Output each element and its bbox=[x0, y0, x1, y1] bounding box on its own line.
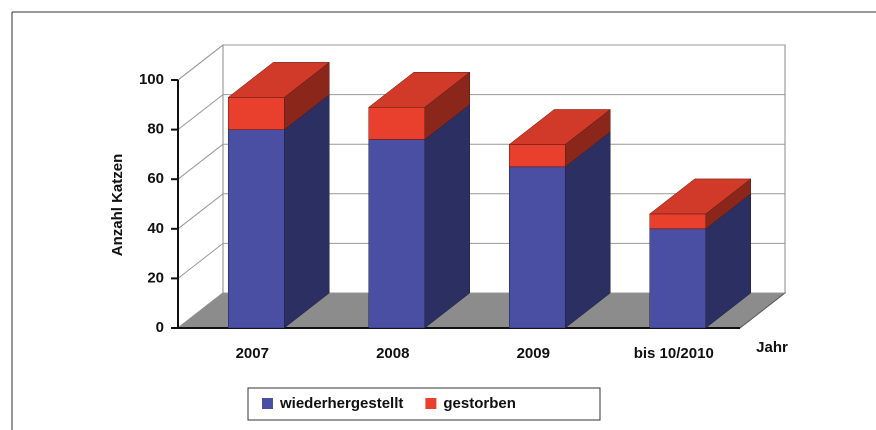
bar-face bbox=[368, 139, 425, 329]
grid-line bbox=[177, 292, 224, 329]
bar-segment bbox=[649, 178, 752, 230]
x-tick-label: bis 10/2010 bbox=[634, 345, 714, 362]
bar-face bbox=[368, 107, 425, 140]
bar-segment bbox=[508, 108, 611, 168]
side-wall bbox=[177, 43, 224, 330]
y-axis-label: Anzahl Katzen bbox=[109, 154, 126, 257]
y-tick-label: 100 bbox=[139, 71, 164, 88]
bar-face bbox=[227, 62, 330, 98]
grid-line bbox=[177, 44, 224, 81]
y-tick-label: 20 bbox=[147, 269, 164, 286]
grid-line bbox=[177, 243, 224, 279]
bar-segment bbox=[649, 193, 752, 329]
grid-line bbox=[177, 94, 224, 130]
x-tick-label: 2008 bbox=[376, 345, 409, 362]
bar-face bbox=[649, 213, 706, 230]
bar-face bbox=[424, 104, 470, 329]
legend-swatch bbox=[425, 398, 437, 409]
bar-face bbox=[508, 109, 611, 145]
x-tick-label: 2009 bbox=[517, 345, 550, 362]
bar-segment bbox=[227, 61, 330, 131]
bar-face bbox=[649, 178, 752, 215]
x-tick-label: 2007 bbox=[236, 345, 269, 362]
bar-segment bbox=[368, 71, 471, 141]
y-tick-label: 0 bbox=[156, 319, 164, 336]
bar-face bbox=[509, 166, 566, 329]
bar-face bbox=[228, 129, 285, 329]
y-tick-label: 60 bbox=[147, 170, 164, 187]
bar-face bbox=[284, 94, 330, 329]
bar-face bbox=[368, 72, 471, 108]
bar-face bbox=[509, 144, 566, 168]
legend-swatch bbox=[262, 398, 273, 409]
grid-line bbox=[177, 143, 224, 180]
y-tick-label: 40 bbox=[147, 220, 164, 237]
legend-label: gestorben bbox=[443, 395, 516, 412]
bar-face bbox=[228, 97, 285, 130]
x-axis-label: Jahr bbox=[756, 339, 788, 356]
bar-face bbox=[649, 228, 706, 329]
grid-line bbox=[177, 193, 224, 230]
legend-label: wiederhergestellt bbox=[279, 395, 403, 412]
legend-box bbox=[247, 387, 601, 421]
y-tick-label: 80 bbox=[147, 121, 164, 138]
